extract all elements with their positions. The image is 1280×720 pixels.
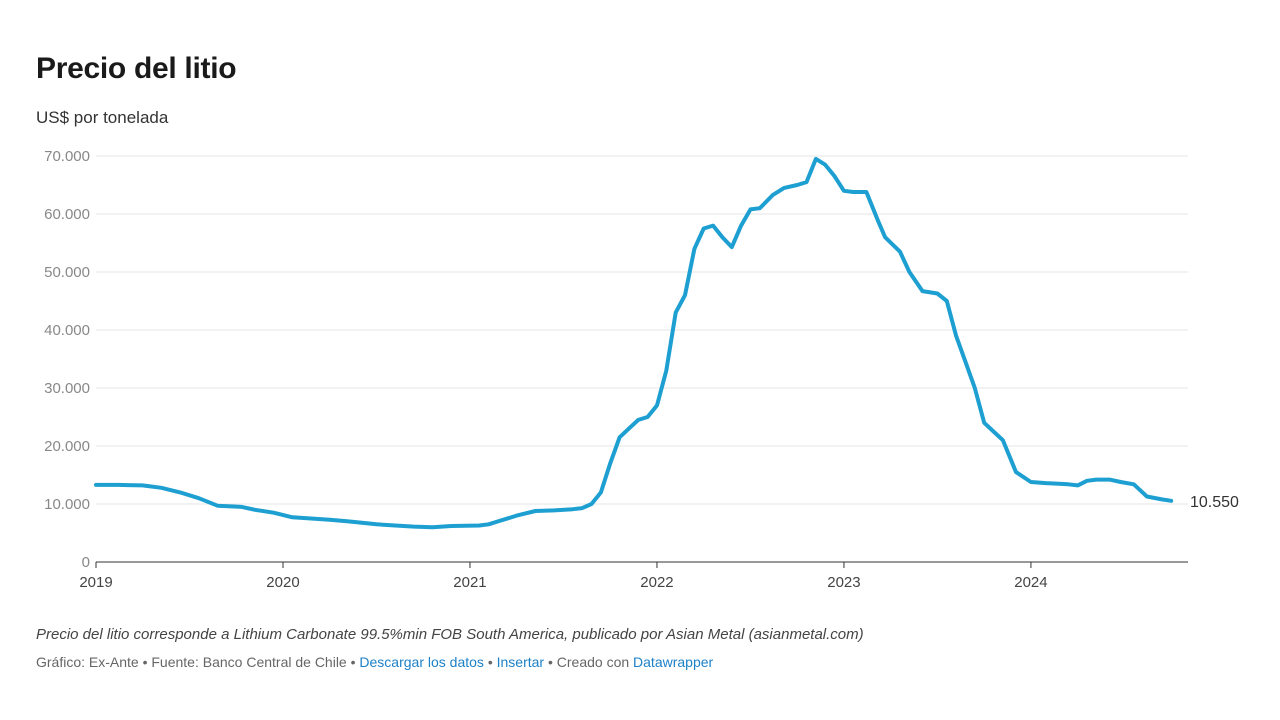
datawrapper-link[interactable]: Datawrapper: [633, 654, 714, 670]
chart-footer: Gráfico: Ex-Ante • Fuente: Banco Central…: [36, 654, 713, 670]
y-axis-ticks: 0 10.000 20.000 30.000 40.000 50.000 60.000 70.…: [44, 148, 90, 571]
x-axis: 2019 2020 2021 2022 2023 2024: [79, 561, 1188, 591]
series-layer: [94, 156, 1174, 530]
y-tick-label: 0: [82, 554, 90, 571]
y-tick-label: 60.000: [44, 206, 90, 223]
end-value-label: 10.550: [1190, 494, 1239, 511]
x-tick-label: 2019: [79, 574, 112, 591]
footer-credit: Gráfico: Ex-Ante • Fuente: Banco Central…: [36, 654, 356, 670]
download-data-link[interactable]: Descargar los datos: [359, 654, 484, 670]
chart-note: Precio del litio corresponde a Lithium C…: [36, 626, 864, 643]
chart-title: Precio del litio: [36, 52, 237, 85]
y-tick-label: 40.000: [44, 322, 90, 339]
x-tick-label: 2021: [453, 574, 486, 591]
x-tick-label: 2020: [266, 574, 299, 591]
footer-separator: •: [487, 654, 493, 670]
y-tick-label: 30.000: [44, 380, 90, 397]
embed-link[interactable]: Insertar: [496, 654, 545, 670]
gridlines: [96, 155, 1188, 505]
series-line-lithium-price: [94, 156, 1174, 530]
x-tick-label: 2024: [1014, 574, 1047, 591]
x-tick-label: 2023: [827, 574, 860, 591]
y-tick-label: 10.000: [44, 496, 90, 513]
y-tick-label: 50.000: [44, 264, 90, 281]
annotations: 10.550: [1190, 494, 1239, 511]
y-tick-label: 20.000: [44, 438, 90, 455]
chart-subtitle: US$ por tonelada: [36, 108, 169, 127]
footer-created: • Creado con: [547, 654, 630, 670]
y-tick-label: 70.000: [44, 148, 90, 165]
line-chart: 0 10.000 20.000 30.000 40.000 50.000 60.000 70.…: [44, 148, 1239, 591]
x-tick-label: 2022: [640, 574, 673, 591]
